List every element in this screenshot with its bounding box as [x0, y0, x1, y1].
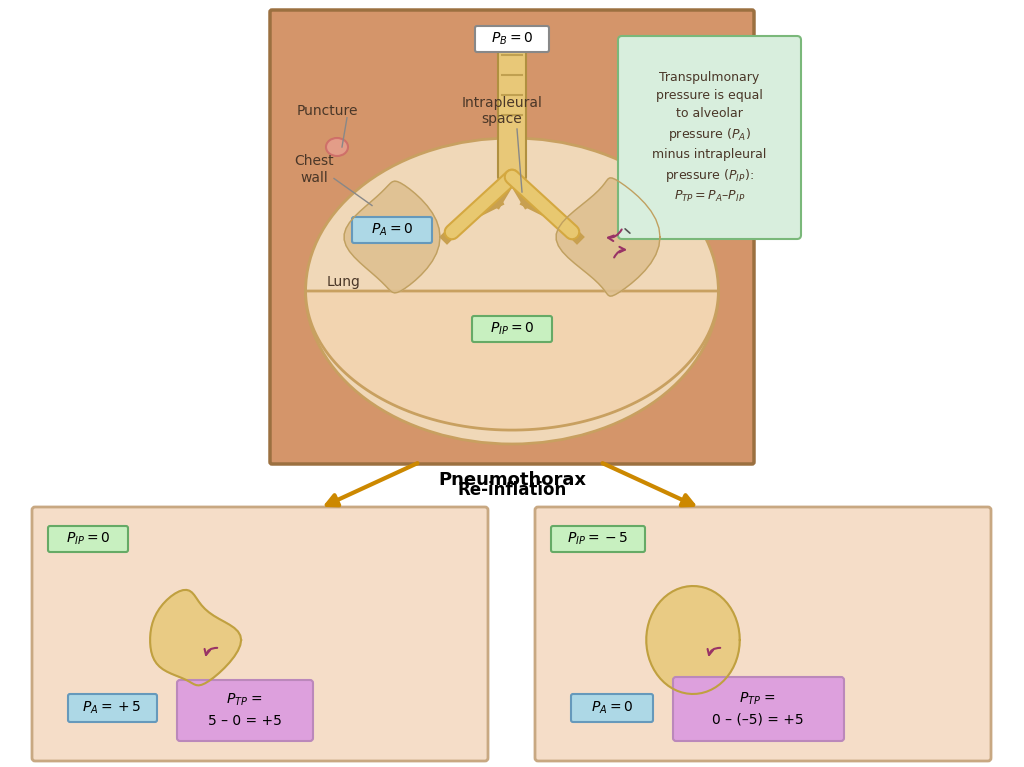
- FancyBboxPatch shape: [551, 526, 645, 552]
- Text: $P_A = 0$: $P_A = 0$: [591, 700, 633, 716]
- Bar: [272, 12, 752, 291]
- FancyBboxPatch shape: [352, 217, 432, 243]
- Text: $P_{IP} = 0$: $P_{IP} = 0$: [66, 531, 111, 547]
- FancyBboxPatch shape: [498, 38, 526, 179]
- Text: Puncture: Puncture: [296, 104, 357, 118]
- Ellipse shape: [305, 138, 719, 444]
- Text: Re-inflation: Re-inflation: [458, 481, 566, 499]
- FancyBboxPatch shape: [475, 26, 549, 52]
- FancyBboxPatch shape: [177, 680, 313, 741]
- Text: $P_{TP}$ =
0 – (–5) = +5: $P_{TP}$ = 0 – (–5) = +5: [712, 691, 804, 727]
- FancyBboxPatch shape: [270, 10, 754, 464]
- Text: $P_B = 0$: $P_B = 0$: [490, 31, 534, 48]
- Text: $P_A = 0$: $P_A = 0$: [371, 222, 413, 239]
- Polygon shape: [556, 178, 660, 296]
- FancyBboxPatch shape: [571, 694, 653, 722]
- Text: Chest
wall: Chest wall: [294, 154, 334, 185]
- FancyBboxPatch shape: [48, 526, 128, 552]
- Ellipse shape: [326, 138, 348, 156]
- Text: Intrapleural
space: Intrapleural space: [462, 96, 543, 126]
- Text: $P_{IP} = 0$: $P_{IP} = 0$: [489, 321, 535, 337]
- Text: $P_{IP} = -5$: $P_{IP} = -5$: [567, 531, 629, 547]
- Polygon shape: [151, 590, 241, 686]
- FancyBboxPatch shape: [673, 677, 844, 741]
- PathPatch shape: [305, 291, 719, 430]
- FancyBboxPatch shape: [68, 694, 157, 722]
- Polygon shape: [646, 586, 739, 694]
- FancyBboxPatch shape: [32, 507, 488, 761]
- Text: $P_{TP}$ =
5 – 0 = +5: $P_{TP}$ = 5 – 0 = +5: [208, 692, 282, 728]
- Text: Lung: Lung: [327, 275, 360, 289]
- Text: Transpulmonary
pressure is equal
to alveolar
pressure ($P_A$)
minus intrapleural: Transpulmonary pressure is equal to alve…: [652, 71, 767, 204]
- FancyBboxPatch shape: [618, 36, 801, 239]
- Text: Pneumothorax: Pneumothorax: [438, 471, 586, 489]
- FancyBboxPatch shape: [535, 507, 991, 761]
- Text: $P_A = +5$: $P_A = +5$: [83, 700, 141, 716]
- Polygon shape: [344, 181, 440, 293]
- FancyBboxPatch shape: [472, 316, 552, 342]
